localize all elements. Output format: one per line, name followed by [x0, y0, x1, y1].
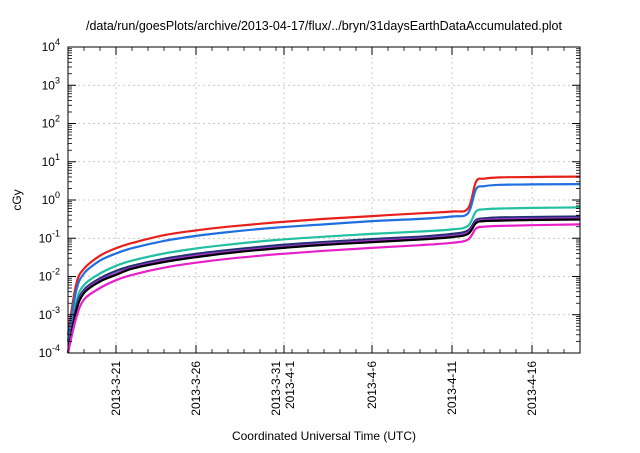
series-line-3 [66, 206, 581, 354]
y-axis-label: cGy [10, 189, 24, 210]
x-tick-label: 2013-4-11 [445, 361, 459, 415]
series-line-2 [66, 183, 581, 342]
y-tick-label: 10-1 [39, 228, 60, 245]
y-tick-label: 100 [42, 190, 60, 207]
x-tick-label: 2013-4-1 [283, 361, 297, 409]
chart-title: /data/run/goesPlots/archive/2013-04-17/f… [86, 19, 562, 33]
x-tick-label: 2013-3-31 [269, 361, 283, 416]
axis-ticks: 10-4 10-3 10-2 10-1 100 101 102 103 104 2013-3-21… [39, 37, 580, 416]
series-line-1 [66, 175, 581, 335]
y-tick-label: 104 [42, 37, 60, 54]
x-tick-label: 2013-4-6 [365, 361, 379, 409]
series-line-6 [66, 218, 581, 354]
series-line-5 [66, 217, 581, 354]
y-tick-label: 10-3 [39, 305, 60, 322]
y-tick-label: 102 [42, 114, 60, 131]
x-tick-label: 2013-4-16 [525, 361, 539, 416]
x-tick-label: 2013-3-26 [189, 361, 203, 416]
x-tick-label: 2013-3-21 [109, 361, 123, 416]
series-line-7 [66, 223, 581, 354]
y-tick-label: 101 [42, 152, 60, 169]
series-line-4 [66, 215, 581, 354]
y-tick-label: 103 [42, 75, 60, 92]
x-axis-label: Coordinated Universal Time (UTC) [232, 429, 416, 443]
series-group [66, 175, 581, 354]
grid-lines [68, 47, 580, 353]
y-tick-label: 10-2 [39, 267, 60, 284]
y-tick-label: 10-4 [39, 343, 60, 360]
